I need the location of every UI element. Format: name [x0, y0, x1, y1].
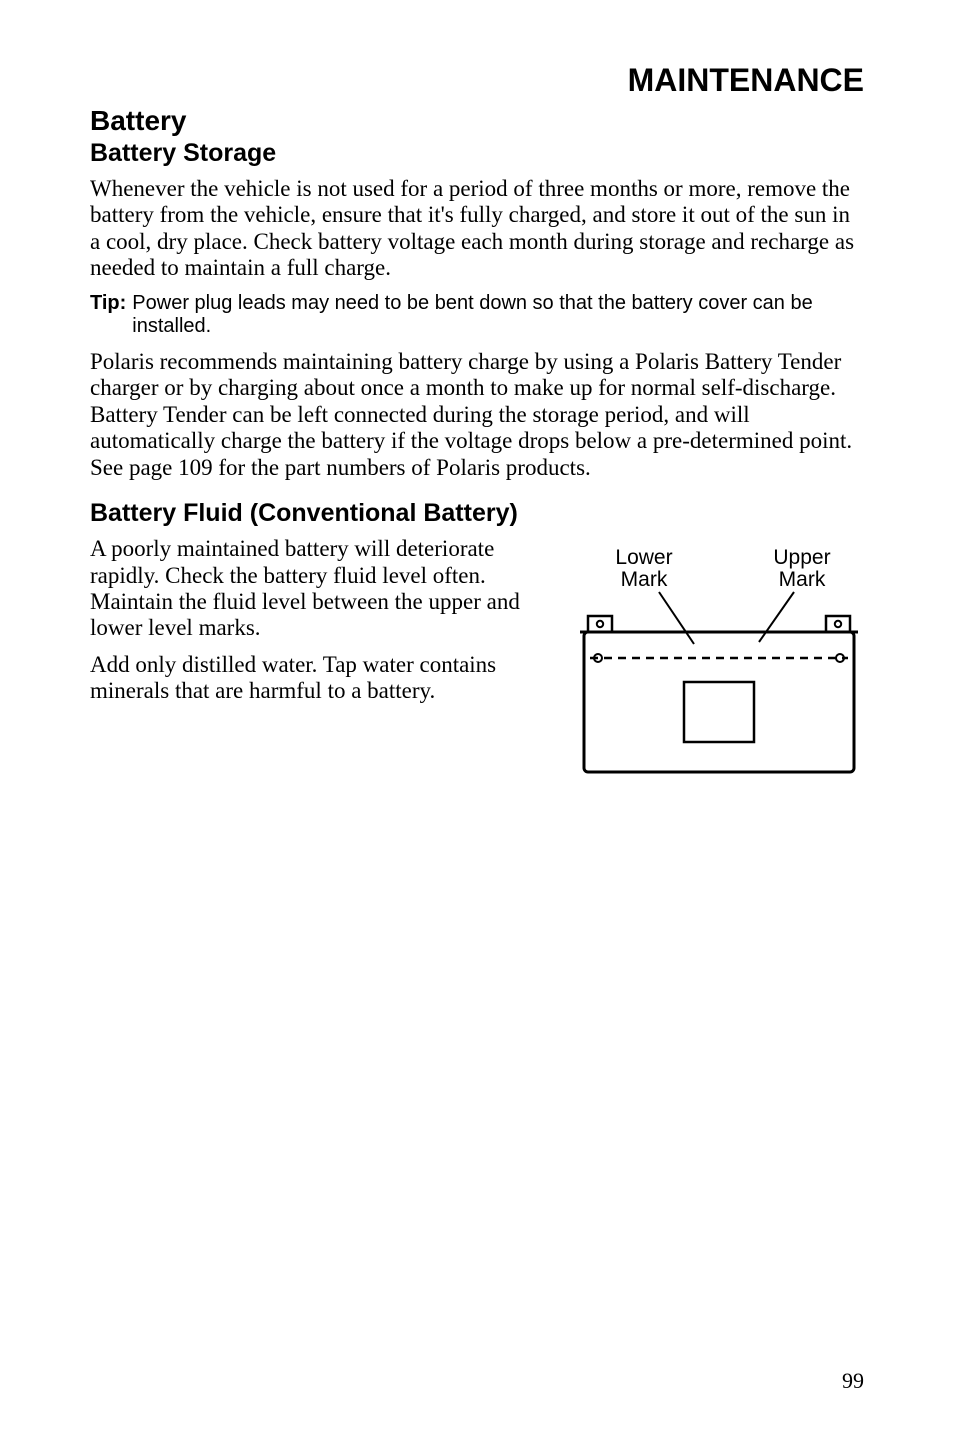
- battery-cap-right-outer: [826, 616, 850, 632]
- battery-cap-left-hole: [597, 621, 603, 627]
- battery-outer: [584, 632, 854, 772]
- upper-mark-label-l2: Mark: [779, 568, 826, 591]
- storage-para1: Whenever the vehicle is not used for a p…: [90, 176, 864, 282]
- battery-cap-left-outer: [588, 616, 612, 632]
- upper-mark-label-l1: Upper: [773, 546, 830, 569]
- battery-level-figure: Lower Mark Upper Mark: [564, 536, 864, 787]
- battery-fluid-heading: Battery Fluid (Conventional Battery): [90, 499, 864, 528]
- battery-storage-heading: Battery Storage: [90, 139, 864, 168]
- battery-inner-rect: [684, 682, 754, 742]
- lower-mark-label-l2: Mark: [621, 568, 668, 591]
- page-title: MAINTENANCE: [90, 62, 864, 99]
- storage-para2: Polaris recommends maintaining battery c…: [90, 349, 864, 481]
- fluid-para2: Add only distilled water. Tap water cont…: [90, 652, 534, 705]
- page-number: 99: [842, 1368, 864, 1394]
- lower-mark-label-l1: Lower: [615, 546, 672, 569]
- battery-heading: Battery: [90, 105, 864, 137]
- fluid-para1: A poorly maintained battery will deterio…: [90, 536, 534, 642]
- tip-row: Tip: Power plug leads may need to be ben…: [90, 292, 864, 339]
- tip-label: Tip:: [90, 292, 126, 316]
- tip-text: Power plug leads may need to be bent dow…: [132, 292, 864, 339]
- lower-pointer: [659, 592, 694, 644]
- battery-cap-right-hole: [835, 621, 841, 627]
- upper-pointer: [759, 592, 794, 642]
